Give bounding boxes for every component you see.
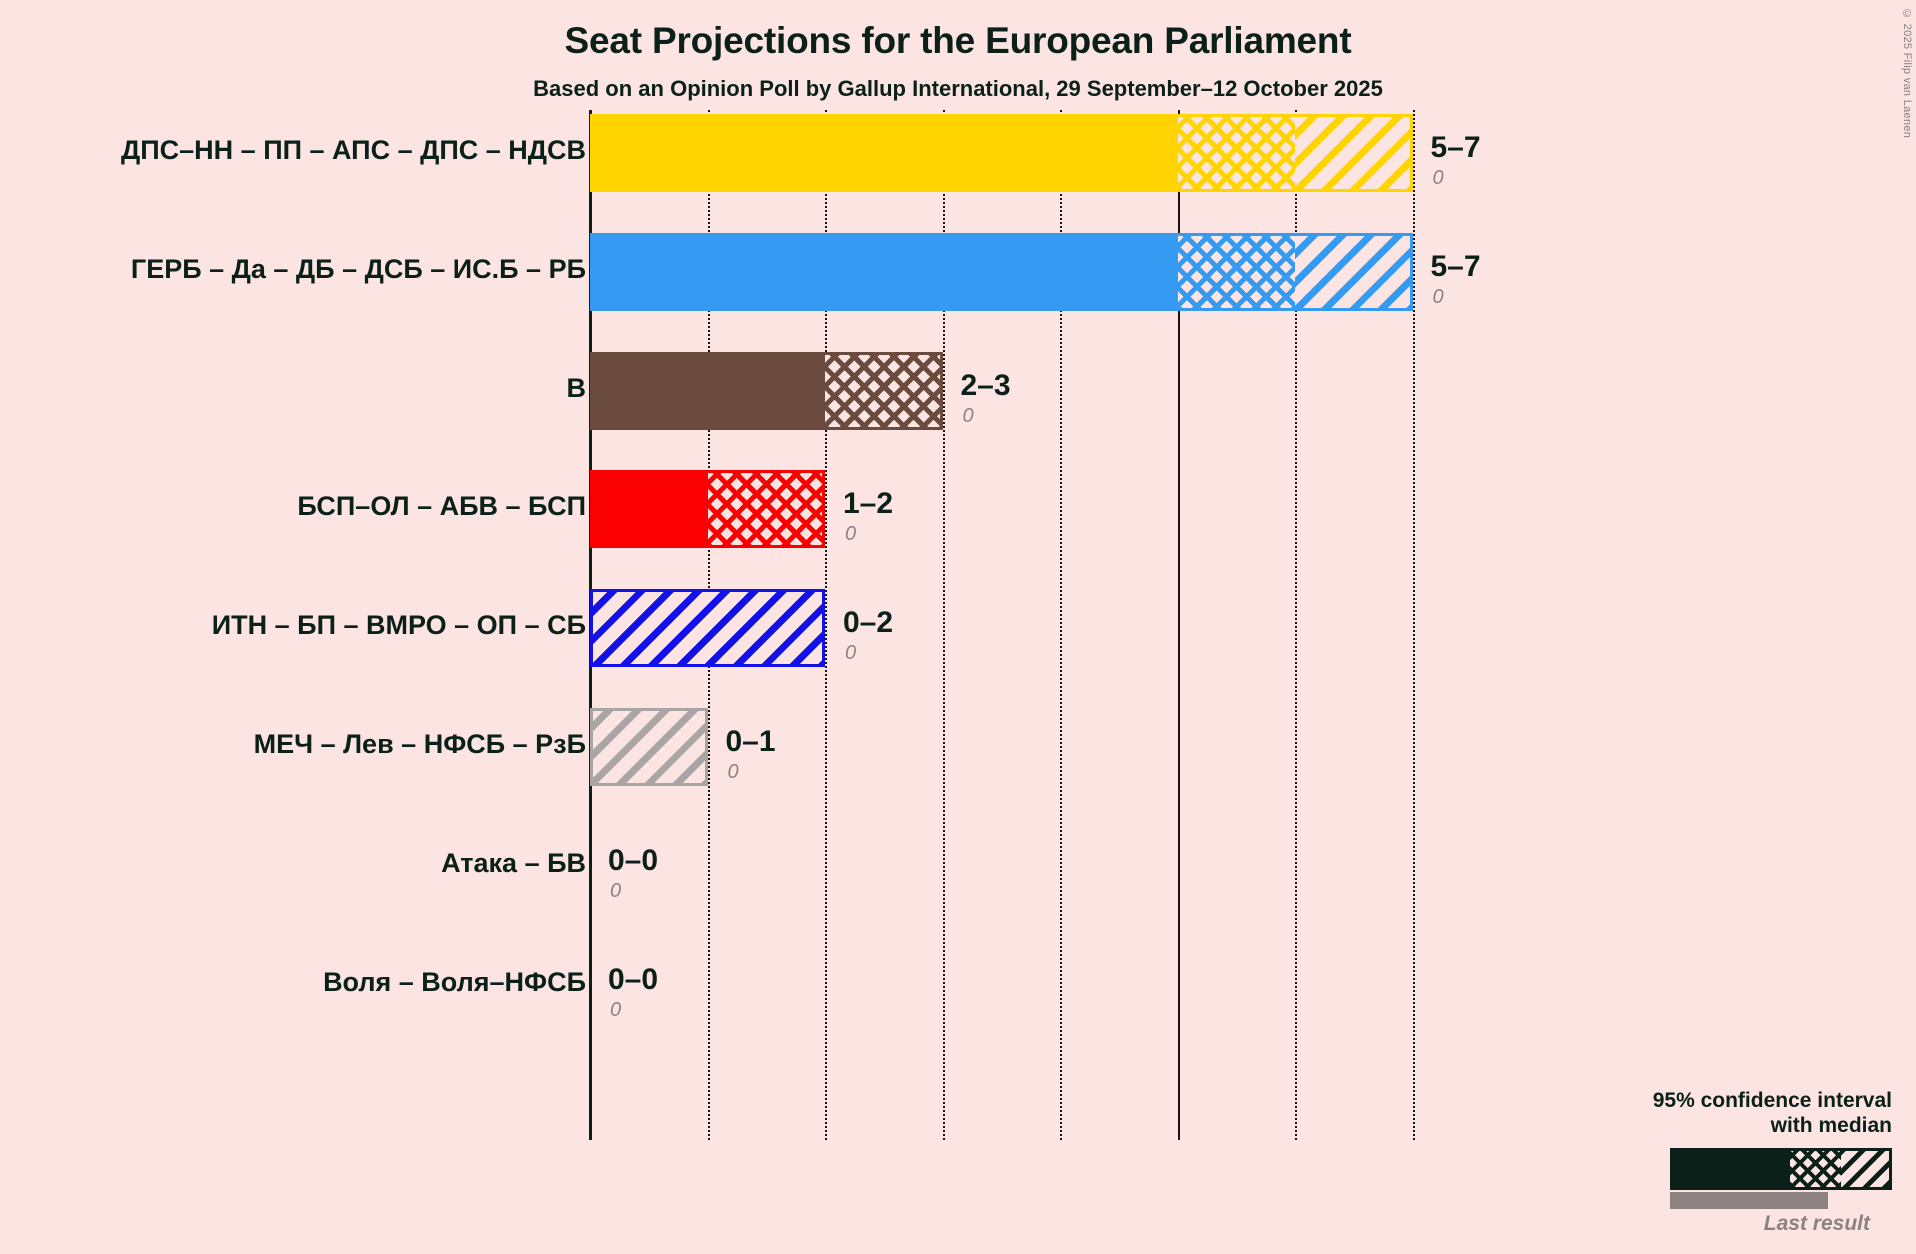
bar-diagonal-segment (1295, 232, 1413, 311)
bar-outline (590, 708, 708, 786)
bar-row: ДПС–НН – ПП – АПС – ДПС – НДСВ 5–7 0 (0, 114, 1916, 192)
bar-row: Воля – Воля–НФСБ 0–0 0 (0, 946, 1916, 1024)
last-result-value: 0 (962, 404, 974, 427)
confidence-interval-bar (590, 351, 943, 430)
bar-outline (590, 589, 825, 668)
bar-diagonal-segment (1295, 114, 1413, 192)
last-result-value: 0 (845, 523, 857, 546)
gridline-2 (825, 110, 827, 1140)
legend-title-line2: with median (1770, 1114, 1892, 1138)
bar-crosshatch-segment (1177, 114, 1295, 192)
legend-last-result-swatch (1670, 1192, 1828, 1209)
bar-diagonal-segment (590, 589, 825, 668)
gridline-3 (942, 110, 945, 1140)
legend: 95% confidence interval with median Last… (1552, 1088, 1892, 1236)
confidence-interval-bar (590, 232, 1413, 311)
last-result-value: 0 (610, 879, 622, 902)
confidence-interval-bar (590, 114, 1413, 192)
legend-title: 95% confidence interval with median (1552, 1088, 1892, 1139)
bar-row: ГЕРБ – Да – ДБ – ДСБ – ИС.Б – РБ 5–7 0 (0, 232, 1916, 311)
confidence-interval-bar (590, 589, 825, 668)
bar-row: Атака – БВ 0–0 0 (0, 827, 1916, 905)
seat-range-value: 2–3 (960, 368, 1011, 402)
seat-range-value: 1–2 (843, 487, 894, 521)
seat-range-value: 5–7 (1430, 131, 1481, 164)
gridline-5 (1177, 110, 1180, 1140)
party-label: Воля – Воля–НФСБ (323, 966, 586, 997)
bar-row: В 2–3 0 (0, 351, 1916, 430)
legend-diagonal-segment (1841, 1151, 1889, 1187)
last-result-value: 0 (845, 642, 857, 665)
bar-diagonal-segment (590, 708, 708, 786)
seat-range-value: 0–0 (608, 962, 659, 996)
confidence-interval-bar (590, 470, 825, 549)
party-label: БСП–ОЛ – АБВ – БСП (297, 491, 586, 522)
bar-crosshatch-segment (707, 470, 825, 549)
bar-row: ИТН – БП – ВМРО – ОП – СБ 0–2 0 (0, 589, 1916, 668)
bar-row: МЕЧ – Лев – НФСБ – РзБ 0–1 0 (0, 708, 1916, 786)
gridline-6 (1295, 110, 1297, 1140)
bar-solid-segment (590, 351, 825, 430)
bar-outline (590, 232, 1413, 311)
bar-outline (590, 351, 943, 430)
bar-row: БСП–ОЛ – АБВ – БСП 1–2 0 (0, 470, 1916, 549)
gridline-4 (1060, 110, 1062, 1140)
last-result-value: 0 (1432, 167, 1444, 189)
party-label: Атака – БВ (441, 847, 586, 878)
last-result-value: 0 (1432, 285, 1444, 308)
seat-range-value: 0–0 (608, 843, 659, 877)
party-label: МЕЧ – Лев – НФСБ – РзБ (253, 729, 586, 759)
legend-crosshatch-segment (1789, 1151, 1842, 1187)
legend-title-line1: 95% confidence interval (1652, 1088, 1892, 1112)
page-title: Seat Projections for the European Parlia… (564, 20, 1352, 61)
gridline-7 (1412, 110, 1415, 1140)
copyright-notice: © 2025 Filip van Laenen (1901, 8, 1913, 139)
party-label: ДПС–НН – ПП – АПС – ДПС – НДСВ (121, 135, 586, 165)
party-label: В (566, 372, 587, 403)
party-label: ГЕРБ – Да – ДБ – ДСБ – ИС.Б – РБ (130, 253, 586, 284)
legend-last-result-row (1552, 1190, 1892, 1209)
bar-solid-segment (590, 470, 708, 549)
seat-range-value: 0–2 (843, 606, 894, 640)
legend-last-result-label: Last result (1763, 1212, 1870, 1235)
bar-crosshatch-segment (825, 351, 943, 430)
bar-solid-segment (590, 232, 1178, 311)
last-result-value: 0 (727, 761, 739, 783)
confidence-interval-bar (590, 708, 708, 786)
legend-interval-swatch (1670, 1148, 1892, 1190)
bar-crosshatch-segment (1177, 232, 1295, 311)
last-result-value: 0 (610, 998, 622, 1021)
party-label: ИТН – БП – ВМРО – ОП – СБ (211, 610, 586, 641)
bar-outline (590, 470, 825, 549)
seat-range-value: 0–1 (725, 725, 776, 758)
bar-outline (590, 114, 1413, 192)
bar-solid-segment (590, 114, 1178, 192)
chart-subtitle: Based on an Opinion Poll by Gallup Inter… (533, 76, 1383, 101)
seat-range-value: 5–7 (1430, 249, 1481, 283)
plot-area: ДПС–НН – ПП – АПС – ДПС – НДСВ 5–7 0 ГЕРБ –… (0, 110, 1916, 1254)
